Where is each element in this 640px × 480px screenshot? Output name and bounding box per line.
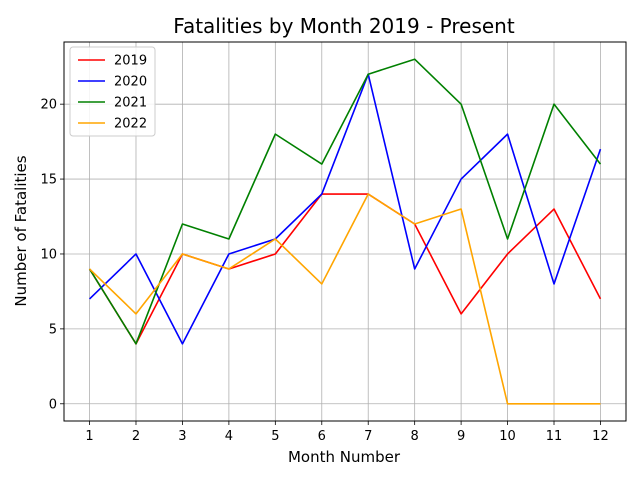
x-axis-label: Month Number [288, 448, 401, 466]
x-tick-label: 7 [364, 429, 372, 444]
x-tick-label: 12 [592, 429, 609, 444]
series-lines [88, 58, 602, 405]
x-tick-label: 2 [132, 429, 140, 444]
y-tick-label: 5 [49, 322, 57, 337]
series-line-2021 [88, 58, 602, 345]
plot-frame [63, 41, 627, 422]
series-line-2020 [88, 73, 602, 345]
legend-label-2020: 2020 [114, 75, 147, 90]
x-tick-label: 6 [318, 429, 326, 444]
y-tick-label: 0 [49, 397, 57, 412]
legend-label-2021: 2021 [114, 96, 147, 111]
chart-title: Fatalities by Month 2019 - Present [173, 14, 515, 38]
y-tick-label: 10 [40, 247, 57, 262]
x-tick-label: 4 [225, 429, 233, 444]
y-axis-label: Number of Fatalities [12, 155, 30, 306]
x-tick-label: 11 [546, 429, 563, 444]
series-line-2019 [88, 193, 602, 345]
y-tick-label: 15 [40, 173, 57, 188]
y-tick-label: 20 [40, 98, 57, 113]
x-tick-label: 8 [411, 429, 419, 444]
x-axis-ticks: 1 2 3 4 5 6 7 8 9 10 11 12 [85, 421, 609, 444]
x-tick-label: 1 [85, 429, 93, 444]
x-tick-label: 5 [271, 429, 279, 444]
x-tick-label: 9 [457, 429, 465, 444]
x-tick-label: 10 [499, 429, 516, 444]
legend: 2019 2020 2021 2022 [69, 46, 156, 137]
legend-label-2022: 2022 [114, 117, 147, 132]
legend-box [69, 46, 156, 137]
x-tick-label: 3 [178, 429, 186, 444]
legend-label-2019: 2019 [114, 54, 147, 69]
series-line-2022 [88, 193, 601, 405]
y-axis-ticks: 0 5 10 15 20 [40, 98, 64, 412]
